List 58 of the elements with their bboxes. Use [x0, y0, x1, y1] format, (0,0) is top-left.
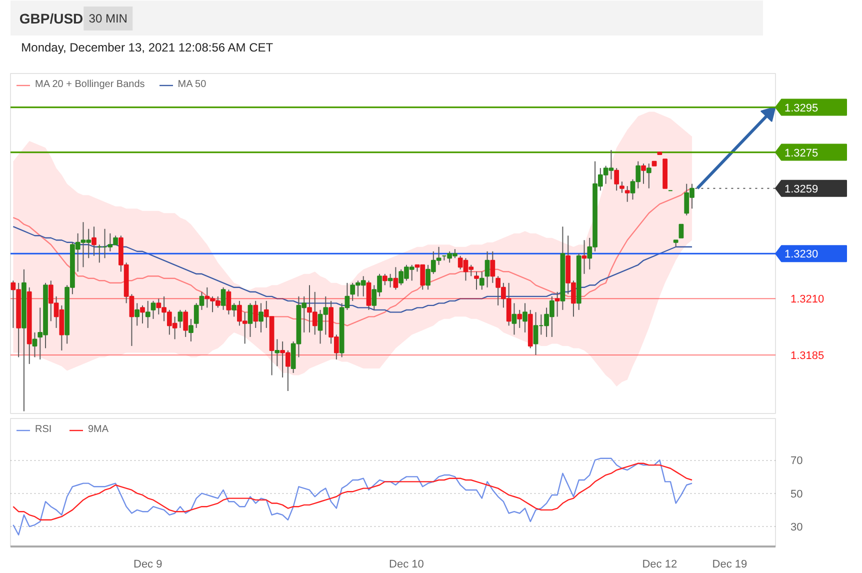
y-tick-label: 70 — [790, 455, 803, 468]
candlestick — [512, 302, 517, 336]
candlestick — [178, 309, 183, 328]
candlestick — [382, 273, 388, 286]
candlestick — [248, 302, 253, 338]
candlestick — [232, 302, 237, 318]
y-tick-label: 1.3185 — [790, 350, 824, 362]
ref-line-label: 1.3259 — [784, 183, 818, 196]
line-series — [12, 458, 693, 536]
candlestick — [388, 273, 393, 288]
x-tick-label: Dec 10 — [389, 558, 424, 570]
y-tick-label: 1.3210 — [790, 294, 824, 306]
candlestick — [150, 300, 156, 320]
chart-subtitle: Monday, December 13, 2021 12:08:56 AM CET — [21, 40, 274, 54]
ref-line-label: 1.3295 — [784, 102, 818, 114]
legend-label: MA 20 + Bollinger Bands — [35, 79, 145, 90]
candlestick — [614, 168, 620, 192]
candlestick — [393, 266, 398, 290]
legend-label: MA 50 — [178, 79, 206, 90]
candlestick — [226, 289, 232, 315]
candlestick — [474, 271, 479, 290]
ref-line-label: 1.3230 — [784, 248, 818, 261]
candlestick — [554, 291, 560, 318]
candlestick — [678, 224, 684, 238]
candlestick — [522, 302, 528, 333]
legend-label: 9MA — [88, 424, 109, 435]
chart-title: GBP/USD — [19, 10, 84, 26]
candlestick — [140, 304, 145, 324]
x-tick-label: Dec 9 — [134, 558, 162, 570]
candlestick — [258, 302, 264, 333]
candlestick — [32, 332, 38, 358]
candlestick — [490, 250, 496, 284]
candlestick — [479, 271, 484, 290]
candlestick — [220, 286, 226, 310]
candlestick — [620, 181, 624, 194]
line-series — [12, 226, 693, 313]
ref-line-label: 1.3275 — [784, 147, 818, 160]
candlestick — [274, 338, 280, 367]
candlestick — [188, 318, 194, 342]
y-tick-label: 30 — [790, 522, 803, 534]
candlestick — [624, 186, 630, 202]
x-tick-label: Dec 19 — [712, 558, 748, 570]
candlestick — [517, 309, 522, 328]
legend-label: RSI — [35, 424, 53, 435]
candlestick — [582, 240, 587, 274]
candlestick — [92, 226, 96, 256]
candlestick — [253, 300, 258, 328]
candlestick — [183, 309, 188, 338]
candlestick — [134, 302, 140, 326]
text: 30 MIN — [88, 12, 128, 26]
candlestick — [641, 163, 646, 184]
candlestick — [646, 163, 652, 189]
y-tick-label: 50 — [790, 488, 803, 500]
x-tick-label: Dec 12 — [642, 558, 678, 570]
candlestick — [145, 300, 150, 328]
line-series — [12, 462, 693, 521]
candlestick — [484, 250, 490, 288]
candlestick — [366, 280, 372, 310]
